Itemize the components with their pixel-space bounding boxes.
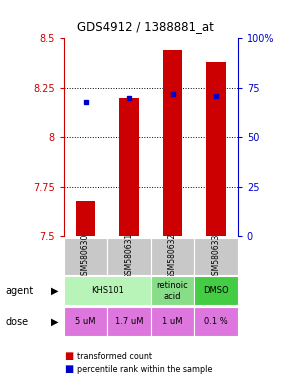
Bar <box>119 98 139 236</box>
Text: agent: agent <box>6 286 34 296</box>
Text: GSM580630: GSM580630 <box>81 233 90 280</box>
Bar <box>163 50 182 236</box>
Text: 5 uM: 5 uM <box>75 317 96 326</box>
Text: GSM580633: GSM580633 <box>211 233 221 280</box>
Bar <box>64 238 107 275</box>
Text: DMSO: DMSO <box>203 286 229 295</box>
Text: ■: ■ <box>64 351 73 361</box>
Text: 1 uM: 1 uM <box>162 317 183 326</box>
Bar <box>107 307 151 336</box>
Text: dose: dose <box>6 316 29 327</box>
Bar <box>151 238 194 275</box>
Text: KHS101: KHS101 <box>91 286 124 295</box>
Text: GSM580631: GSM580631 <box>124 233 134 280</box>
Text: transformed count: transformed count <box>77 352 152 361</box>
Bar <box>151 307 194 336</box>
Bar <box>64 276 151 305</box>
Text: ■: ■ <box>64 364 73 374</box>
Bar <box>194 238 238 275</box>
Text: ▶: ▶ <box>50 286 58 296</box>
Bar <box>64 307 107 336</box>
Bar <box>76 200 95 236</box>
Bar <box>206 62 226 236</box>
Bar <box>194 307 238 336</box>
Bar <box>194 276 238 305</box>
Text: 1.7 uM: 1.7 uM <box>115 317 143 326</box>
Text: ▶: ▶ <box>50 316 58 327</box>
Bar <box>151 276 194 305</box>
Text: GSM580632: GSM580632 <box>168 233 177 280</box>
Text: GDS4912 / 1388881_at: GDS4912 / 1388881_at <box>77 20 213 33</box>
Bar <box>107 238 151 275</box>
Text: percentile rank within the sample: percentile rank within the sample <box>77 365 212 374</box>
Text: 0.1 %: 0.1 % <box>204 317 228 326</box>
Text: retinoic
acid: retinoic acid <box>157 281 189 301</box>
